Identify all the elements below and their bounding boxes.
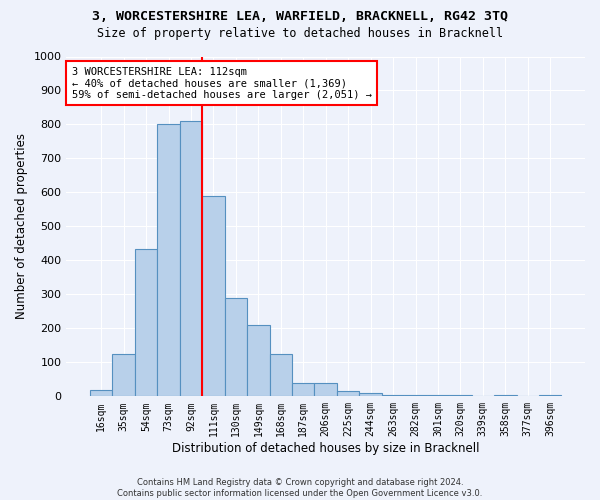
Bar bbox=[135, 248, 157, 396]
Bar bbox=[427, 394, 449, 396]
Bar bbox=[494, 394, 517, 396]
Bar bbox=[180, 121, 202, 396]
Bar bbox=[314, 382, 337, 396]
Bar bbox=[157, 124, 180, 396]
Text: Contains HM Land Registry data © Crown copyright and database right 2024.
Contai: Contains HM Land Registry data © Crown c… bbox=[118, 478, 482, 498]
Bar bbox=[404, 394, 427, 396]
X-axis label: Distribution of detached houses by size in Bracknell: Distribution of detached houses by size … bbox=[172, 442, 479, 455]
Text: 3, WORCESTERSHIRE LEA, WARFIELD, BRACKNELL, RG42 3TQ: 3, WORCESTERSHIRE LEA, WARFIELD, BRACKNE… bbox=[92, 10, 508, 23]
Bar bbox=[247, 325, 269, 396]
Text: Size of property relative to detached houses in Bracknell: Size of property relative to detached ho… bbox=[97, 28, 503, 40]
Bar bbox=[539, 394, 562, 396]
Bar bbox=[337, 391, 359, 396]
Bar bbox=[292, 382, 314, 396]
Bar bbox=[382, 394, 404, 396]
Bar bbox=[112, 354, 135, 397]
Bar bbox=[90, 390, 112, 396]
Bar bbox=[224, 298, 247, 396]
Y-axis label: Number of detached properties: Number of detached properties bbox=[15, 134, 28, 320]
Text: 3 WORCESTERSHIRE LEA: 112sqm
← 40% of detached houses are smaller (1,369)
59% of: 3 WORCESTERSHIRE LEA: 112sqm ← 40% of de… bbox=[71, 66, 371, 100]
Bar bbox=[269, 354, 292, 397]
Bar bbox=[359, 393, 382, 396]
Bar bbox=[449, 394, 472, 396]
Bar bbox=[202, 196, 224, 396]
